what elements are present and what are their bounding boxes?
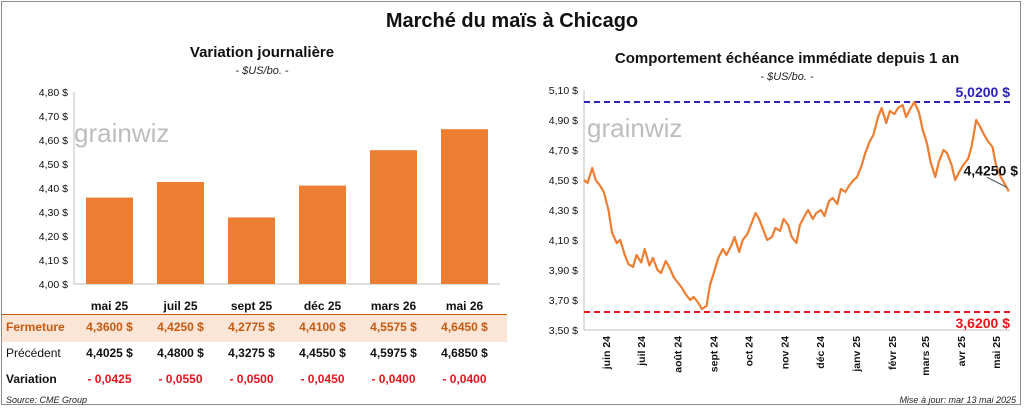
y-tick-label: 4,90 $ — [549, 115, 578, 127]
y-tick-label: 4,60 $ — [39, 135, 68, 147]
left-chart-title: Variation journalière — [189, 44, 335, 61]
y-tick-label: 4,10 $ — [549, 235, 578, 247]
row-label-variation: Variation — [6, 372, 57, 386]
table-cell: - 0,0450 — [300, 372, 345, 386]
y-tick-label: 4,50 $ — [549, 175, 578, 187]
x-category-label: déc 25 — [304, 299, 342, 313]
table-cell: 4,3600 $ — [86, 320, 133, 334]
y-tick-label: 4,70 $ — [39, 111, 68, 123]
row-label-fermeture: Fermeture — [6, 320, 65, 334]
y-tick-label: 4,00 $ — [39, 279, 68, 291]
y-tick-label: 4,20 $ — [39, 231, 68, 243]
x-tick-label: oct 24 — [744, 336, 756, 367]
y-tick-label: 5,10 $ — [549, 85, 578, 97]
row-label-précédent: Précédent — [6, 346, 61, 360]
bar-2 — [157, 182, 204, 284]
y-tick-label: 4,80 $ — [39, 87, 68, 99]
bar-4 — [299, 185, 346, 284]
y-tick-label: 4,70 $ — [549, 145, 578, 157]
x-tick-label: août 24 — [672, 336, 684, 373]
table-cell: 4,3275 $ — [228, 346, 275, 360]
x-tick-label: déc 24 — [815, 336, 827, 369]
fermeture-row — [2, 314, 507, 342]
y-tick-label: 3,50 $ — [549, 325, 578, 337]
price-line — [583, 100, 1010, 311]
x-tick-label: mai 25 — [991, 336, 1003, 369]
bar-1 — [86, 197, 133, 284]
right-chart-subtitle: - $US/bo. - — [760, 71, 814, 83]
x-tick-label: juil 24 — [636, 336, 648, 367]
table-cell: - 0,0500 — [229, 372, 274, 386]
x-tick-label: févr 25 — [887, 336, 899, 370]
table-cell: 4,5975 $ — [370, 346, 417, 360]
table-cell: - 0,0425 — [87, 372, 132, 386]
watermark: grainwiz — [74, 118, 169, 148]
table-cell: 4,4250 $ — [157, 320, 204, 334]
x-category-label: sept 25 — [231, 299, 273, 313]
x-tick-label: mars 25 — [920, 336, 932, 376]
table-cell: - 0,0400 — [442, 372, 487, 386]
table-cell: 4,6850 $ — [441, 346, 488, 360]
x-category-label: mai 25 — [91, 299, 129, 313]
watermark: grainwiz — [587, 113, 682, 143]
right-chart-title: Comportement échéance immédiate depuis 1… — [614, 50, 960, 67]
table-cell: 4,6450 $ — [441, 320, 488, 334]
table-cell: 4,4025 $ — [86, 346, 133, 360]
x-tick-label: nov 24 — [780, 336, 792, 369]
x-tick-label: sept 24 — [709, 336, 721, 372]
y-tick-label: 3,70 $ — [549, 295, 578, 307]
low-label: 3,6200 $ — [956, 315, 1011, 331]
table-cell: 4,5575 $ — [370, 320, 417, 334]
x-tick-label: avr 25 — [956, 336, 968, 367]
x-tick-label: juin 24 — [601, 336, 613, 370]
bar-chart: grainwiz 4,00 $ 4,10 $ 4,20 $ 4,30 $ 4,40 $ 4,… — [39, 87, 500, 313]
high-label: 5,0200 $ — [956, 84, 1011, 100]
bar-3 — [228, 217, 275, 284]
left-chart-subtitle: - $US/bo. - — [235, 65, 289, 77]
page-title: Marché du maïs à Chicago — [385, 10, 639, 32]
table-cell: 4,4800 $ — [157, 346, 204, 360]
y-tick-label: 4,30 $ — [39, 207, 68, 219]
table-cell: 4,4100 $ — [299, 320, 346, 334]
x-category-label: juil 25 — [162, 299, 197, 313]
table-cell: - 0,0550 — [158, 372, 203, 386]
x-tick-label: janv 25 — [851, 336, 863, 373]
table-cell: 4,4550 $ — [299, 346, 346, 360]
updated-text: Mise à jour: mar 13 mai 2025 — [899, 395, 1016, 405]
y-tick-label: 4,40 $ — [39, 183, 68, 195]
x-category-label: mars 26 — [371, 299, 417, 313]
source-text: Source: CME Group — [6, 395, 88, 405]
line-chart: grainwiz 3,50 $ 3,70 $ 3,90 $ 4,10 $ 4,30 $ 4,… — [549, 84, 1019, 376]
table-cell: - 0,0400 — [371, 372, 416, 386]
last-value-label: 4,4250 $ — [964, 162, 1019, 178]
bar-5 — [370, 150, 417, 284]
y-tick-label: 4,50 $ — [39, 159, 68, 171]
last-value-leader — [986, 176, 1008, 188]
x-category-label: mai 26 — [446, 299, 484, 313]
table-divider — [2, 314, 507, 315]
table-cell: 4,2775 $ — [228, 320, 275, 334]
y-tick-label: 3,90 $ — [549, 265, 578, 277]
y-tick-label: 4,30 $ — [549, 205, 578, 217]
y-tick-label: 4,10 $ — [39, 255, 68, 267]
bar-6 — [441, 129, 488, 284]
